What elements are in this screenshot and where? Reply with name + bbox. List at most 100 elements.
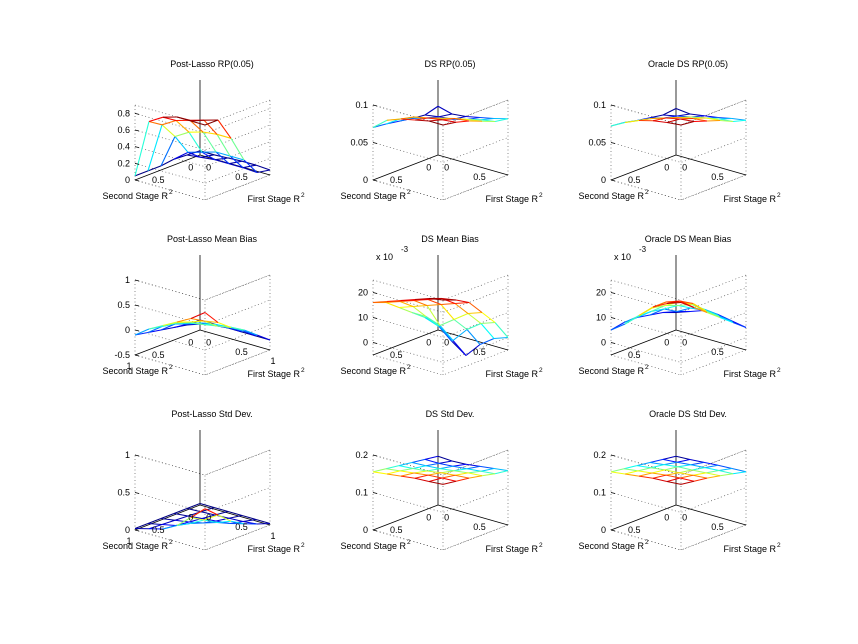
mesh-edge bbox=[664, 469, 680, 474]
mesh-edge bbox=[200, 156, 216, 161]
z-gridline bbox=[372, 449, 509, 476]
mesh-edge bbox=[412, 467, 428, 472]
mesh-edge bbox=[664, 466, 679, 471]
y-tick-label: 0 bbox=[188, 512, 193, 522]
mesh-edge bbox=[719, 316, 734, 324]
z-gridline bbox=[610, 449, 747, 476]
z-gridline bbox=[610, 487, 747, 513]
mesh-edge bbox=[676, 307, 692, 313]
mesh-edge bbox=[202, 323, 218, 327]
mesh-edge bbox=[214, 159, 230, 165]
z-tick-label: 0.1 bbox=[593, 100, 606, 110]
z-tick bbox=[134, 329, 140, 332]
x-tick-label: 1 bbox=[270, 356, 275, 366]
mesh-edge bbox=[427, 472, 442, 476]
mesh-edge bbox=[679, 118, 695, 123]
mesh-edge bbox=[666, 477, 681, 483]
mesh-edge bbox=[441, 297, 456, 305]
mesh-edge bbox=[663, 464, 679, 468]
mesh-edge bbox=[479, 337, 495, 346]
z-tick-label: -0.5 bbox=[114, 350, 130, 360]
x-axis-label: First Stage R bbox=[485, 544, 538, 554]
x-tick-label: 0.5 bbox=[235, 172, 248, 182]
mesh-edge bbox=[134, 121, 150, 176]
mesh-edge bbox=[229, 155, 244, 169]
x-tick-label: 0.5 bbox=[473, 172, 486, 182]
x-tick-label: 1 bbox=[270, 531, 275, 541]
mesh-edge bbox=[204, 508, 219, 516]
mesh-edge bbox=[201, 517, 217, 522]
mesh-edge bbox=[227, 157, 243, 162]
mesh-edge bbox=[424, 458, 440, 464]
mesh-edge bbox=[441, 477, 457, 482]
mesh-edge bbox=[227, 510, 243, 517]
surface-mesh bbox=[610, 455, 747, 485]
mesh-edge bbox=[414, 119, 430, 122]
z-tick bbox=[610, 317, 616, 319]
mesh-edge bbox=[693, 120, 708, 123]
mesh-edge bbox=[692, 303, 708, 313]
mesh-edge bbox=[652, 120, 668, 124]
mesh-edge bbox=[176, 522, 191, 527]
subplot-9: 0 0.1 0.2 0 0.5 0 0.5 Oracle DS Std Dev. First S… bbox=[578, 409, 781, 554]
z-gridline bbox=[134, 124, 271, 151]
mesh-edge bbox=[228, 160, 243, 165]
mesh-edge bbox=[691, 467, 706, 471]
mesh-edge bbox=[453, 468, 468, 472]
z-tick bbox=[134, 179, 140, 182]
mesh-edge bbox=[161, 119, 177, 126]
mesh-edge bbox=[652, 477, 668, 483]
mesh-edge bbox=[480, 321, 496, 325]
y-tick-label: 0 bbox=[664, 337, 669, 347]
mesh-edge bbox=[385, 301, 400, 309]
mesh-edge bbox=[413, 299, 428, 307]
mesh-edge bbox=[216, 133, 232, 139]
mesh-edge bbox=[190, 508, 206, 518]
z-tick-label: 0 bbox=[125, 325, 130, 335]
mesh-edge bbox=[203, 320, 218, 327]
z-tick-label: 0.1 bbox=[593, 488, 606, 498]
z-tick-label: 0.6 bbox=[117, 125, 130, 135]
mesh-edge bbox=[662, 108, 677, 116]
z-gridline bbox=[134, 108, 271, 134]
mesh-edge bbox=[200, 154, 215, 158]
subplot-4: -0.5 0 0.5 1 0 0.5 1 0 0.5 1 Post-Lasso Mean Bias F… bbox=[102, 234, 305, 379]
z-tick bbox=[134, 146, 140, 149]
mesh-edge bbox=[186, 507, 202, 513]
mesh-edge bbox=[241, 160, 257, 166]
mesh-edge bbox=[202, 131, 217, 153]
mesh-edge bbox=[690, 461, 705, 466]
mesh-edge bbox=[690, 464, 706, 469]
y-axis bbox=[134, 154, 201, 181]
mesh-edge bbox=[718, 469, 734, 475]
y-axis-label: Second Stage R bbox=[340, 366, 406, 376]
mesh-edge bbox=[453, 312, 469, 321]
mesh-edge bbox=[677, 303, 693, 307]
x-axis-label: First Stage R bbox=[247, 194, 300, 204]
mesh-edge bbox=[161, 523, 177, 527]
mesh-edge bbox=[189, 519, 205, 525]
mesh-edge bbox=[428, 480, 444, 485]
mesh-edge bbox=[386, 299, 402, 303]
mesh-edge bbox=[638, 306, 654, 316]
mesh-edge bbox=[440, 470, 455, 474]
x-tick-label: 0.5 bbox=[711, 522, 724, 532]
mesh-edge bbox=[242, 167, 258, 174]
z-tick bbox=[372, 292, 378, 294]
y-tick-label: 0.5 bbox=[390, 350, 403, 360]
mesh-edge bbox=[199, 502, 215, 509]
mesh-edge bbox=[452, 329, 468, 341]
subplot-6: 0 10 20 0 0.5 0 0.5 Oracle DS Mean Bias x 10 -3 Fi… bbox=[578, 234, 781, 379]
mesh-edge bbox=[662, 455, 677, 460]
z-tick-label: 10 bbox=[358, 313, 368, 323]
y-axis-label: Second Stage R bbox=[102, 541, 168, 551]
mesh-edge bbox=[228, 163, 244, 169]
mesh-edge bbox=[386, 118, 402, 121]
y-axis-label: Second Stage R bbox=[102, 366, 168, 376]
z-gridline bbox=[134, 349, 271, 376]
z-tick-label: 20 bbox=[596, 288, 606, 298]
y-axis-label-superscript: 2 bbox=[407, 539, 411, 546]
mesh-edge bbox=[467, 311, 483, 315]
